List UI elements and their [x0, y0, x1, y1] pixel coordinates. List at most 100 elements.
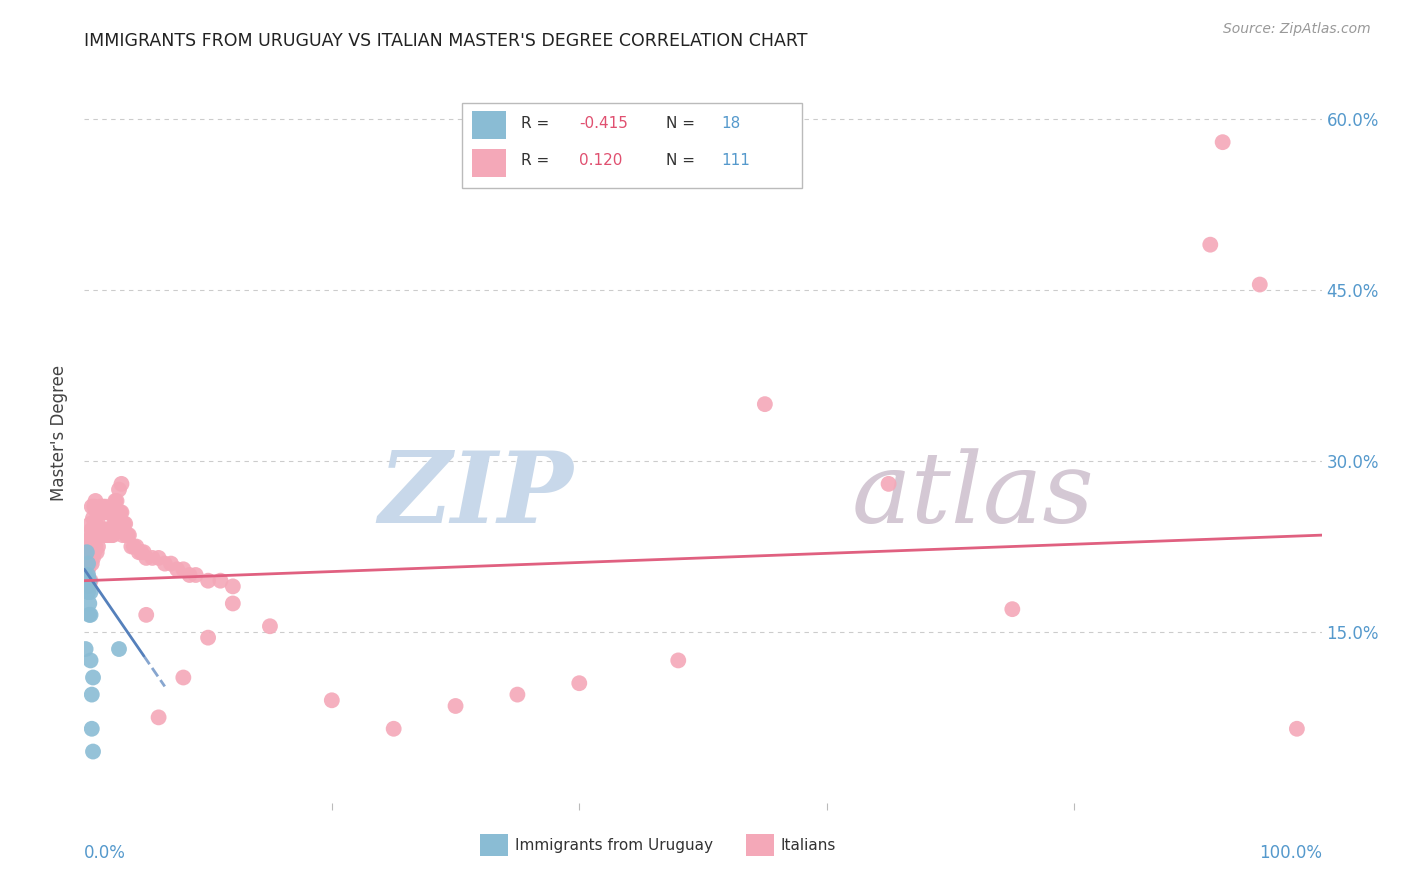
- Point: [84, 516, 107, 531]
- Text: R =: R =: [522, 116, 550, 130]
- Point: [89, 523, 111, 537]
- Point: [79, 550, 101, 565]
- Point: [82, 533, 104, 548]
- Point: [104, 494, 127, 508]
- Point: [222, 597, 245, 611]
- Point: [79, 585, 101, 599]
- Point: [75, 568, 97, 582]
- Point: [94, 523, 117, 537]
- Point: [105, 516, 128, 531]
- Point: [84, 494, 107, 508]
- Point: [754, 397, 776, 411]
- Point: [79, 653, 101, 667]
- Text: Immigrants from Uruguay: Immigrants from Uruguay: [515, 838, 713, 853]
- Point: [160, 557, 183, 571]
- Point: [94, 500, 117, 514]
- Point: [83, 523, 105, 537]
- FancyBboxPatch shape: [461, 103, 801, 188]
- Point: [172, 671, 194, 685]
- Point: [79, 607, 101, 622]
- Point: [98, 528, 121, 542]
- Point: [80, 540, 103, 554]
- Point: [76, 568, 98, 582]
- Point: [111, 528, 134, 542]
- Point: [89, 500, 111, 514]
- Text: 0.120: 0.120: [579, 153, 623, 169]
- Point: [75, 642, 97, 657]
- Point: [259, 619, 281, 633]
- Point: [118, 528, 141, 542]
- Point: [82, 511, 104, 525]
- Point: [77, 568, 100, 582]
- Point: [75, 562, 97, 576]
- Text: IMMIGRANTS FROM URUGUAY VS ITALIAN MASTER'S DEGREE CORRELATION CHART: IMMIGRANTS FROM URUGUAY VS ITALIAN MASTE…: [84, 32, 808, 50]
- Point: [76, 550, 98, 565]
- Point: [97, 528, 120, 542]
- Y-axis label: Master's Degree: Master's Degree: [51, 365, 69, 500]
- Point: [86, 545, 108, 559]
- Text: atlas: atlas: [852, 448, 1094, 543]
- Point: [86, 528, 108, 542]
- Point: [105, 494, 128, 508]
- Point: [148, 710, 170, 724]
- Point: [125, 540, 148, 554]
- Point: [108, 505, 131, 519]
- Point: [96, 528, 118, 542]
- Point: [1249, 277, 1271, 292]
- Point: [77, 585, 100, 599]
- Point: [79, 574, 101, 588]
- Point: [135, 550, 157, 565]
- Point: [132, 545, 155, 559]
- Point: [120, 540, 142, 554]
- Point: [100, 505, 122, 519]
- Point: [89, 505, 111, 519]
- Point: [76, 579, 98, 593]
- Point: [172, 562, 194, 576]
- Text: Italians: Italians: [780, 838, 837, 853]
- Text: ZIP: ZIP: [378, 447, 574, 544]
- Point: [98, 505, 121, 519]
- Bar: [471, 149, 506, 178]
- Point: [80, 722, 103, 736]
- Point: [101, 528, 124, 542]
- Point: [87, 516, 110, 531]
- Point: [114, 516, 136, 531]
- Point: [90, 528, 112, 542]
- Text: 100.0%: 100.0%: [1258, 844, 1322, 862]
- Point: [1285, 722, 1308, 736]
- Point: [141, 550, 163, 565]
- Point: [79, 557, 101, 571]
- Point: [80, 688, 103, 702]
- Point: [135, 607, 157, 622]
- Point: [80, 500, 103, 514]
- Point: [82, 671, 104, 685]
- Point: [79, 579, 101, 593]
- Point: [89, 528, 111, 542]
- Point: [209, 574, 232, 588]
- Point: [108, 483, 131, 497]
- Point: [1001, 602, 1024, 616]
- Point: [77, 545, 100, 559]
- Point: [153, 557, 176, 571]
- Point: [76, 533, 98, 548]
- Point: [115, 528, 138, 542]
- Point: [128, 545, 150, 559]
- Point: [129, 545, 152, 559]
- Text: Source: ZipAtlas.com: Source: ZipAtlas.com: [1223, 22, 1371, 37]
- Point: [79, 540, 101, 554]
- Point: [79, 574, 101, 588]
- Point: [84, 540, 107, 554]
- Point: [110, 476, 132, 491]
- Point: [184, 568, 207, 582]
- Point: [110, 505, 132, 519]
- Text: N =: N =: [666, 153, 695, 169]
- Point: [321, 693, 343, 707]
- Point: [82, 550, 104, 565]
- Text: 111: 111: [721, 153, 751, 169]
- Point: [197, 631, 219, 645]
- Text: 18: 18: [721, 116, 741, 130]
- Point: [79, 540, 101, 554]
- Point: [79, 607, 101, 622]
- Point: [77, 528, 100, 542]
- Point: [179, 568, 201, 582]
